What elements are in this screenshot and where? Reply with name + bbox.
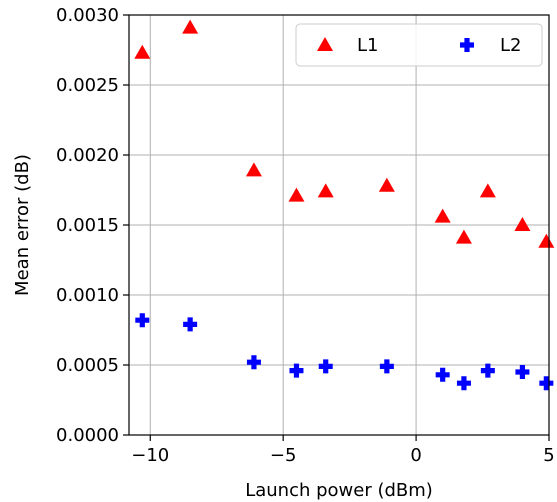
legend-marker-l1: [317, 37, 333, 51]
legend-label-l2: L2: [500, 35, 521, 56]
data-point-l2: [289, 363, 304, 378]
y-tick-label: 0.0030: [56, 5, 119, 26]
data-point-l2: [183, 317, 198, 332]
data-point-l2: [435, 367, 450, 382]
data-point-l2: [515, 365, 530, 379]
y-tick-label: 0.0010: [56, 285, 119, 306]
y-tick-label: 0.0025: [56, 75, 119, 96]
data-point-l1: [317, 183, 334, 198]
data-point-l1: [378, 177, 395, 192]
legend-marker-l2: [460, 38, 474, 52]
data-point-l1: [479, 183, 496, 198]
data-point-l1: [434, 208, 451, 223]
x-tick-label: 5: [543, 445, 554, 466]
data-point-l2: [246, 355, 261, 370]
series-l1: [134, 19, 555, 248]
y-tick-label: 0.0005: [56, 355, 119, 376]
data-point-l2: [539, 376, 554, 391]
data-point-l2: [379, 359, 394, 374]
data-point-l1: [245, 162, 262, 177]
plot-marks: [134, 19, 555, 391]
legend-item-l1: L1: [317, 35, 378, 56]
x-axis-label: Launch power (dBm): [245, 480, 433, 501]
y-tick-label: 0.0015: [56, 215, 119, 236]
data-point-l1: [455, 229, 472, 244]
y-tick-label: 0.0020: [56, 145, 119, 166]
data-point-l2: [480, 363, 495, 378]
data-point-l2: [318, 359, 333, 374]
data-point-l1: [514, 217, 531, 231]
data-point-l2: [135, 313, 150, 328]
legend-item-l2: L2: [460, 35, 521, 56]
data-point-l2: [456, 376, 471, 391]
y-tick-label: 0.0000: [56, 425, 119, 446]
x-axis: −10 −5 0 5: [131, 435, 555, 466]
legend: L1 L2: [295, 23, 543, 67]
x-tick-label: −5: [270, 445, 297, 466]
data-point-l1: [288, 187, 305, 202]
y-axis-label: Mean error (dB): [12, 154, 33, 296]
data-point-l1: [182, 19, 199, 34]
legend-box: [295, 23, 543, 67]
y-axis: 0.0000 0.0005 0.0010 0.0015 0.0020 0.0025 0.00…: [56, 5, 129, 446]
data-point-l1: [538, 233, 555, 248]
series-l2: [135, 313, 554, 391]
x-tick-label: −10: [131, 445, 169, 466]
data-point-l1: [134, 44, 151, 59]
x-tick-label: 0: [410, 445, 421, 466]
legend-label-l1: L1: [357, 35, 378, 56]
